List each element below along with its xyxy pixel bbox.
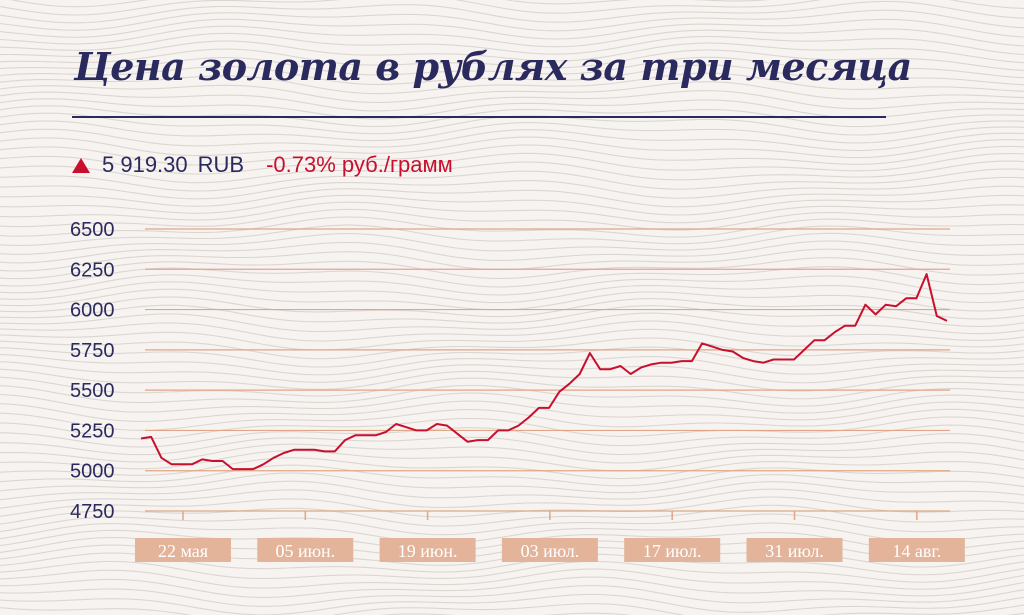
bg-wave-line [0,240,1024,264]
date-tab [624,538,721,562]
x-tick-label: 22 мая [158,541,208,561]
currency-label: RUB [197,152,245,177]
x-tick-label: 17 июл. [643,541,702,561]
bg-wave-line [0,337,1024,360]
bg-wave-line [0,0,1024,24]
bg-wave-line [0,504,1024,527]
y-tick-label: 5750 [70,340,115,362]
bg-wave-line [0,392,1024,414]
y-tick-label: 6000 [70,300,115,322]
bg-wave-line [0,266,1024,288]
bg-wave-line [0,128,1024,152]
x-tick-label: 03 июл. [521,541,580,561]
bg-wave-line [0,368,1024,392]
bg-wave-line [0,40,1024,64]
bg-wave-line [0,216,1024,238]
bg-wave-line [0,194,1024,216]
price-line [140,273,948,471]
bg-wave-line [0,144,1024,166]
price-value: 5 919.30 [102,152,188,177]
bg-wave-line [0,208,1024,231]
bg-wave-line [0,400,1024,422]
bg-wave-line [0,328,1024,351]
bg-wave-line [0,0,1024,16]
date-tab [746,538,843,562]
bg-wave-line [0,442,1024,464]
bg-wave-line [0,433,1024,456]
bg-wave-line [0,416,1024,440]
x-tick-label: 19 июн. [398,541,458,561]
date-tab [501,538,598,562]
y-tick-label: 5500 [70,380,115,402]
bg-wave-line [0,48,1024,71]
bg-wave-line [0,576,1024,598]
bg-wave-line [0,90,1024,112]
bg-wave-line [0,9,1024,32]
bg-wave-line [0,152,1024,175]
bg-wave-line [0,25,1024,48]
bg-wave-line [9,0,770,8]
bg-wave-line [0,450,1024,472]
bg-wave-line [0,457,1024,480]
price-change: -0.73% руб./грамм [266,152,453,177]
triangle-up-icon [72,157,90,173]
bg-wave-line [0,496,1024,518]
y-tick-label: 6500 [70,219,115,241]
bg-wave-line [0,488,1024,509]
bg-wave-line [0,464,1024,487]
bg-wave-line [0,353,1024,376]
x-tick-label: 14 авг. [892,541,941,561]
bg-wave-line [0,522,1024,544]
bg-wave-line [0,72,1024,95]
bg-wave-line [0,384,1024,407]
bg-wave-line [0,160,1024,184]
bg-wave-line [0,376,1024,400]
date-tab [257,538,354,562]
bg-wave-line [0,232,1024,255]
y-tick-label: 6250 [70,259,115,281]
y-tick-label: 4750 [70,501,115,523]
bg-wave-line [0,105,1024,128]
bg-wave-line [0,513,1024,536]
bg-wave-line [0,168,1024,192]
bg-wave-line [0,224,1024,246]
bg-wave-line [0,274,1024,296]
y-tick-label: 5250 [70,420,115,442]
date-tab [379,538,476,562]
bg-wave-line [0,568,1024,590]
bg-wave-line [0,257,1024,280]
bg-wave-line [0,296,1024,320]
bg-wave-line [0,136,1024,159]
date-tab [868,538,965,562]
bg-wave-line [0,176,1024,200]
bg-wave-line [0,472,1024,494]
bg-wave-line [0,64,1024,86]
bg-wave-line [0,32,1024,56]
page-title: Цена золота в рублях за три месяца [74,44,912,89]
bg-wave-line [0,320,1024,342]
price-ticker: 5 919.30 RUB -0.73% руб./грамм [72,150,453,180]
bg-wave-line [0,185,1024,208]
title-divider [72,116,886,118]
x-tick-label: 31 июл. [765,541,824,561]
bg-wave-line [0,201,1024,224]
bg-wave-line [0,346,1024,368]
bg-wave-line [0,18,1024,40]
bg-wave-line [0,480,1024,501]
bg-wave-line [0,603,1024,615]
bg-wave-line [0,81,1024,104]
date-tab [135,538,231,562]
bg-wave-line [0,361,1024,384]
bg-wave-line [0,304,1024,328]
bg-wave-line [0,408,1024,431]
bg-wave-line [0,56,1024,79]
bg-wave-line [0,593,1024,615]
x-tick-label: 05 июн. [275,541,335,561]
bg-wave-line [0,560,1024,583]
y-tick-label: 5000 [70,461,115,483]
bg-wave-line [0,281,1024,304]
bg-wave-line [0,120,1024,144]
bg-wave-line [0,584,1024,607]
